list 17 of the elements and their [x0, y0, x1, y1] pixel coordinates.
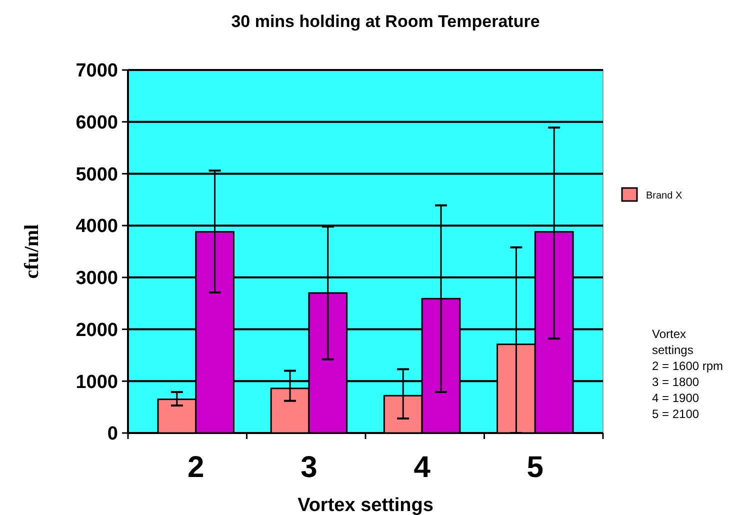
y-tick-label: 4000: [76, 216, 118, 238]
x-tick-label: 5: [526, 451, 544, 484]
y-tick-label: 3000: [76, 268, 118, 290]
text: Vortex settings 2 = 1600 rpm 3 = 1800 4 = 1900 5 = 2100: [652, 327, 724, 421]
y-tick-label: 5000: [76, 164, 118, 186]
x-tick-label: 2: [188, 451, 204, 484]
y-tick-label: 6000: [76, 112, 118, 134]
x-tick-label: 4: [414, 451, 431, 484]
x-tick-label: 3: [300, 451, 318, 484]
y-tick-label: 7000: [76, 60, 118, 82]
x-axis-title: Vortex settings: [298, 495, 434, 515]
y-axis-title: cfu/ml: [21, 224, 43, 279]
chart-title: 30 mins holding at Room Temperature: [231, 12, 540, 31]
legend-label: Brand X: [646, 190, 682, 202]
y-tick-label: 2000: [76, 320, 118, 341]
y-tick-label: 1000: [76, 372, 118, 393]
y-tick-label: 0: [107, 424, 118, 445]
